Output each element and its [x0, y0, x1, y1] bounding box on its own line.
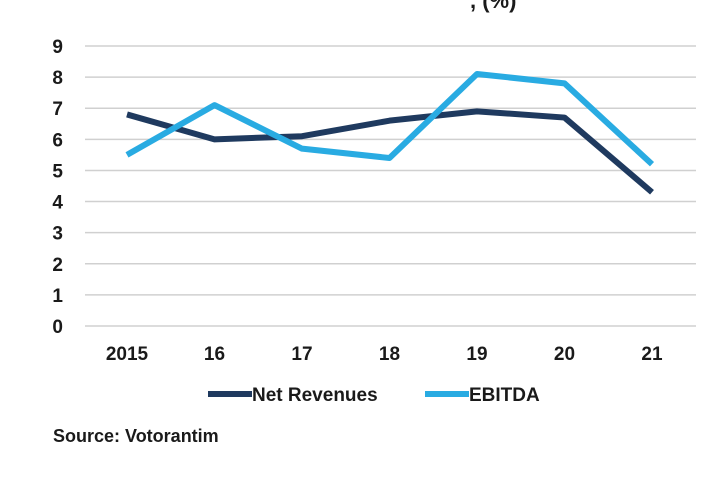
series-lines	[125, 71, 655, 195]
x-tick-label: 18	[379, 344, 400, 365]
source-note: Source: Votorantim	[53, 426, 219, 446]
y-tick-label: 0	[52, 317, 63, 338]
y-tick-label: 7	[52, 99, 63, 120]
x-tick-label: 2015	[106, 344, 149, 365]
y-tick-label: 5	[52, 161, 63, 182]
x-axis-ticks: 2015 16 17 18 19 20 21	[106, 344, 663, 365]
y-axis-ticks: 0 1 2 3 4 5 6 7 8 9	[52, 37, 63, 338]
y-tick-label: 6	[52, 130, 63, 151]
legend-label: EBITDA	[469, 385, 540, 406]
y-tick-label: 2	[52, 255, 63, 276]
series-line-net-revenues	[126, 108, 654, 195]
x-tick-label: 20	[554, 344, 575, 365]
x-tick-label: 19	[466, 344, 487, 365]
y-tick-label: 8	[52, 68, 63, 89]
y-tick-label: 1	[52, 286, 63, 307]
y-tick-label: 4	[52, 193, 63, 214]
legend: Net Revenues EBITDA	[208, 385, 540, 406]
series-line-ebitda	[125, 71, 655, 167]
y-tick-label: 3	[52, 224, 63, 245]
grid	[85, 45, 696, 327]
x-tick-label: 21	[641, 344, 663, 365]
x-tick-label: 16	[204, 344, 225, 365]
y-tick-label: 9	[52, 37, 63, 58]
legend-label: Net Revenues	[252, 385, 378, 406]
chart-title: , (%)	[470, 0, 516, 13]
x-tick-label: 17	[291, 344, 312, 365]
